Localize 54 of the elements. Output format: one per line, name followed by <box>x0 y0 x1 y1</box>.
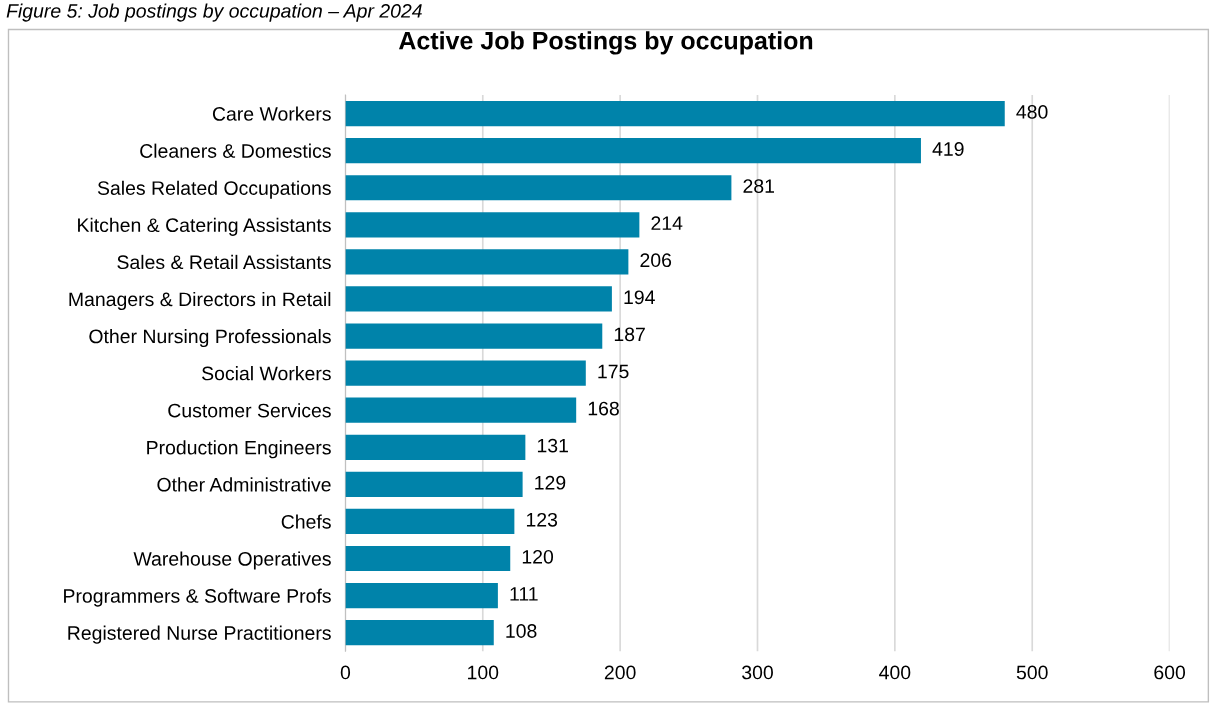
bar <box>345 508 515 535</box>
bar <box>345 323 603 349</box>
y-tick-label: Kitchen & Catering Assistants <box>78 217 331 236</box>
bar <box>345 249 629 275</box>
bar <box>345 212 640 238</box>
y-tick-label: Sales Related Occupations <box>97 180 331 199</box>
bar <box>345 175 732 201</box>
data-label: 480 <box>1016 105 1048 119</box>
x-tick-label: 500 <box>1016 665 1048 680</box>
y-tick-label: Programmers & Software Profs <box>64 588 331 607</box>
y-tick-label: Customer Services <box>168 403 331 418</box>
bar <box>345 471 523 497</box>
data-label: 187 <box>614 327 645 342</box>
y-tick-label: Sales & Retail Assistants <box>117 254 331 270</box>
data-label: 281 <box>743 179 775 193</box>
bar <box>345 397 577 423</box>
data-label: 111 <box>510 587 538 601</box>
chart-title: Active Job Postings by occupation <box>398 31 813 55</box>
bar <box>345 434 526 460</box>
data-label: 108 <box>506 624 537 638</box>
data-label: 168 <box>588 401 619 416</box>
y-tick-label: Managers & Directors in Retail <box>69 291 331 311</box>
x-tick-label: 200 <box>604 665 636 680</box>
data-label: 175 <box>598 364 629 379</box>
x-tick-label: 400 <box>879 665 911 680</box>
y-tick-label: Chefs <box>281 514 331 529</box>
data-label: 206 <box>640 253 672 268</box>
bar <box>345 286 612 312</box>
data-label: 129 <box>535 475 566 490</box>
y-tick-label: Registered Nurse Practitioners <box>68 625 331 644</box>
y-tick-label: Production Engineers <box>147 440 331 459</box>
data-label: 120 <box>522 549 554 564</box>
bar <box>345 360 586 386</box>
data-label: 123 <box>526 512 558 527</box>
y-tick-label: Other Nursing Professionals <box>89 329 331 348</box>
bar <box>345 545 511 572</box>
x-tick-label: 300 <box>742 665 773 680</box>
y-tick-label: Warehouse Operatives <box>133 551 331 570</box>
data-label: 214 <box>651 216 683 230</box>
y-tick-label: Other Administrative <box>157 477 331 492</box>
x-tick-label: 0 <box>340 665 351 680</box>
y-tick-label: Social Workers <box>202 366 331 381</box>
bar <box>345 100 1005 127</box>
bar <box>345 582 498 609</box>
data-label: 194 <box>624 290 655 305</box>
y-tick-label: Cleaners & Domestics <box>140 143 331 158</box>
bar <box>345 138 921 164</box>
x-tick-label: 600 <box>1154 665 1186 680</box>
y-tick-label: Care Workers <box>212 106 331 121</box>
caption: Figure 5: Job postings by occupation – Apr 2024 <box>6 3 422 22</box>
x-tick-label: 100 <box>468 665 499 680</box>
data-label: 131 <box>537 438 568 453</box>
data-label: 419 <box>932 142 964 156</box>
bar <box>345 620 494 646</box>
